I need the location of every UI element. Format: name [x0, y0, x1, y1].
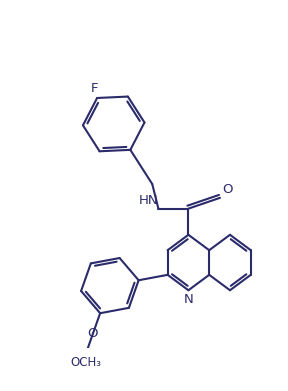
Text: N: N — [183, 293, 193, 306]
Text: HN: HN — [139, 194, 158, 207]
Text: OCH₃: OCH₃ — [70, 356, 101, 369]
Text: F: F — [91, 82, 98, 95]
Text: O: O — [222, 183, 233, 196]
Text: O: O — [88, 327, 98, 340]
